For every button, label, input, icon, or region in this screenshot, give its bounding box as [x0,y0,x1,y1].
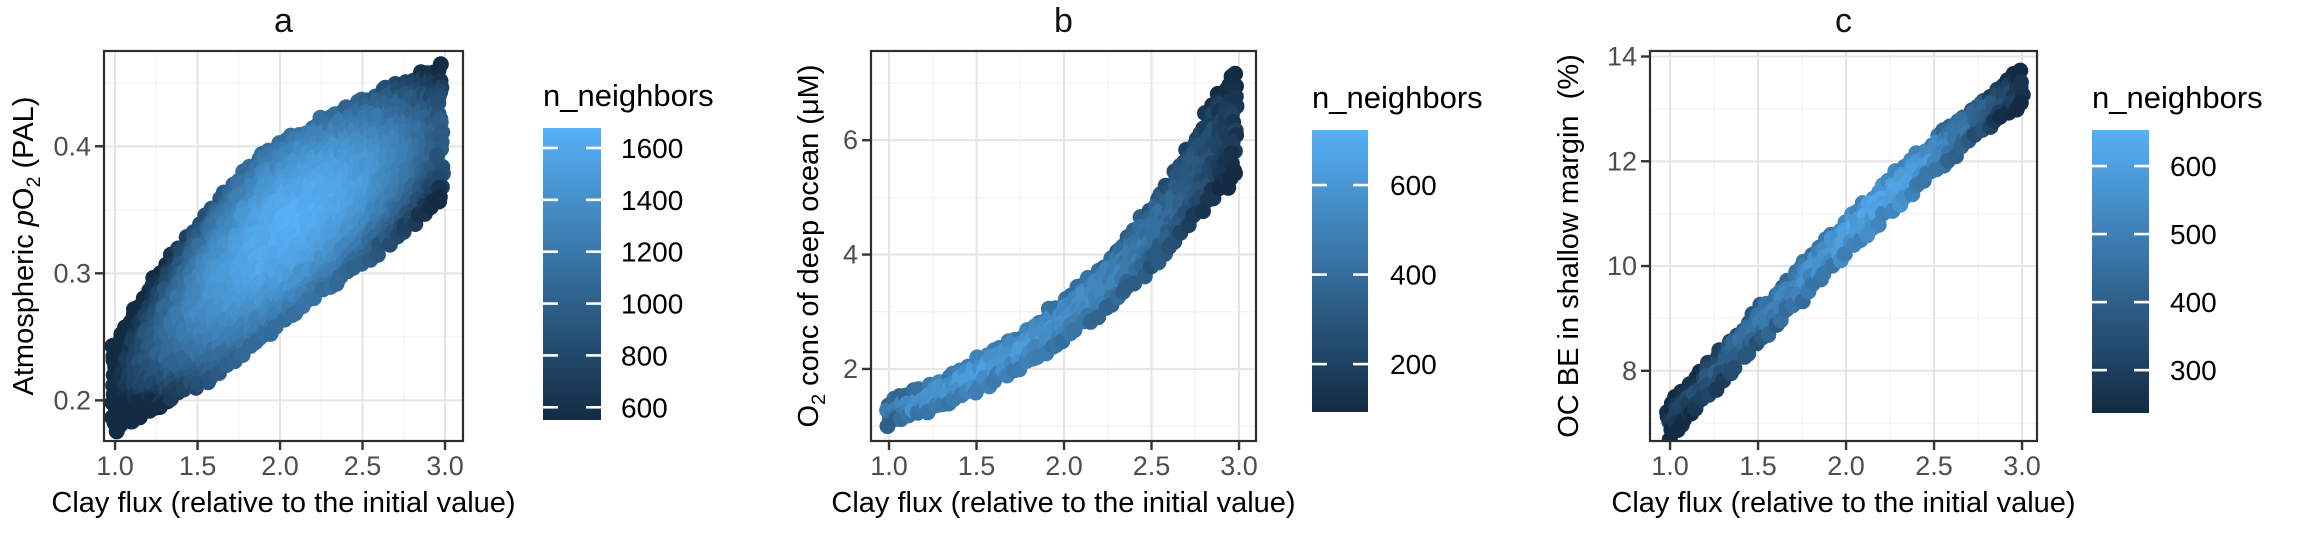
legend-tick-label: 1200 [621,237,683,268]
y-tick-label: 10 [1607,251,1637,281]
panel-a: 1.0 1.5 2.0 2.5 3.0 0.2 0.3 0.4 a Clay flux (rela… [0,0,766,534]
x-tick-label: 1.0 [96,451,134,481]
panel-title: b [1054,2,1073,40]
y-tick-label: 12 [1607,146,1637,176]
scatter-points [104,56,451,440]
x-axis: 1.0 1.5 2.0 2.5 3.0 [96,441,464,481]
x-tick-label: 1.5 [1739,451,1777,481]
y-tick-label: 0.3 [53,258,91,288]
legend-title: n_neighbors [1312,80,1483,115]
x-tick-label: 2.0 [1045,451,1083,481]
legend-c: n_neighbors 600 500 400 300 [2092,80,2263,413]
plot-border [102,49,465,443]
panel-title: a [274,2,293,40]
legend-tick-label: 600 [1390,170,1437,201]
x-tick-label: 1.5 [179,451,217,481]
legend-a: n_neighbors 1600 1400 1200 1000 800 600 [543,78,714,423]
legend-tick-label: 1600 [621,133,683,164]
y-axis: 0.2 0.3 0.4 [53,131,104,415]
y-axis: 8 10 12 14 [1607,42,1650,386]
y-axis-title: Atmospheric pO2 (PAL) [8,97,45,396]
x-tick-label: 3.0 [2003,451,2041,481]
x-tick-label: 2.5 [1133,451,1171,481]
panel-c: 1.0 1.5 2.0 2.5 3.0 8 10 12 14 c Clay flux (relati… [1532,0,2297,534]
x-axis-title: Clay flux (relative to the initial value… [51,487,515,519]
y-axis-title: OC BE in shallow margin (%) [1553,54,1585,438]
y-tick-label: 14 [1607,42,1637,72]
panel-b: 1.0 1.5 2.0 2.5 3.0 2 4 6 b Clay flux (relative t… [766,0,1532,534]
scatter-points [1659,62,2031,441]
x-axis-title: Clay flux (relative to the initial value… [1611,487,2075,519]
y-tick-label: 0.4 [53,131,91,161]
legend-tick-label: 200 [1390,349,1437,380]
y-tick-label: 6 [843,125,858,155]
chart-panel-c: 1.0 1.5 2.0 2.5 3.0 8 10 12 14 c Clay flux (relati… [1553,2,2263,519]
legend-b: n_neighbors 600 400 200 [1312,80,1483,412]
plot-border [1648,49,2039,443]
x-tick-label: 1.0 [1651,451,1689,481]
chart-panel-b: 1.0 1.5 2.0 2.5 3.0 2 4 6 b Clay flux (relative t… [793,2,1483,519]
x-axis-title: Clay flux (relative to the initial value… [831,487,1295,519]
x-tick-label: 2.5 [1915,451,1953,481]
chart-panel-a: 1.0 1.5 2.0 2.5 3.0 0.2 0.3 0.4 a Clay flux (rela… [8,2,714,519]
legend-tick-label: 400 [2170,287,2217,318]
legend-tick-label: 400 [1390,260,1437,291]
y-axis-title: O2 conc of deep ocean (μM) [793,65,830,428]
y-tick-label: 8 [1622,356,1637,386]
x-tick-label: 2.5 [344,451,382,481]
x-tick-label: 1.5 [958,451,996,481]
legend-tick-label: 800 [621,340,668,371]
x-axis: 1.0 1.5 2.0 2.5 3.0 [870,441,1258,481]
legend-tick-label: 1400 [621,185,683,216]
x-tick-label: 3.0 [1220,451,1258,481]
x-axis: 1.0 1.5 2.0 2.5 3.0 [1651,441,2041,481]
legend-title: n_neighbors [543,78,714,113]
y-tick-label: 0.2 [53,385,91,415]
x-tick-label: 1.0 [870,451,908,481]
legend-title: n_neighbors [2092,80,2263,115]
panel-title: c [1835,2,1852,40]
y-axis: 2 4 6 [843,125,871,384]
x-tick-label: 2.0 [261,451,299,481]
y-tick-label: 4 [843,240,858,270]
legend-colorbar [2092,130,2149,413]
legend-tick-label: 500 [2170,219,2217,250]
legend-tick-label: 600 [2170,151,2217,182]
x-tick-label: 3.0 [426,451,464,481]
legend-tick-label: 1000 [621,289,683,320]
legend-tick-label: 300 [2170,355,2217,386]
legend-tick-label: 600 [621,392,668,423]
legend-colorbar [543,128,601,420]
y-tick-label: 2 [843,354,858,384]
legend-colorbar [1312,130,1368,412]
scatter-points [879,65,1245,435]
x-tick-label: 2.0 [1827,451,1865,481]
